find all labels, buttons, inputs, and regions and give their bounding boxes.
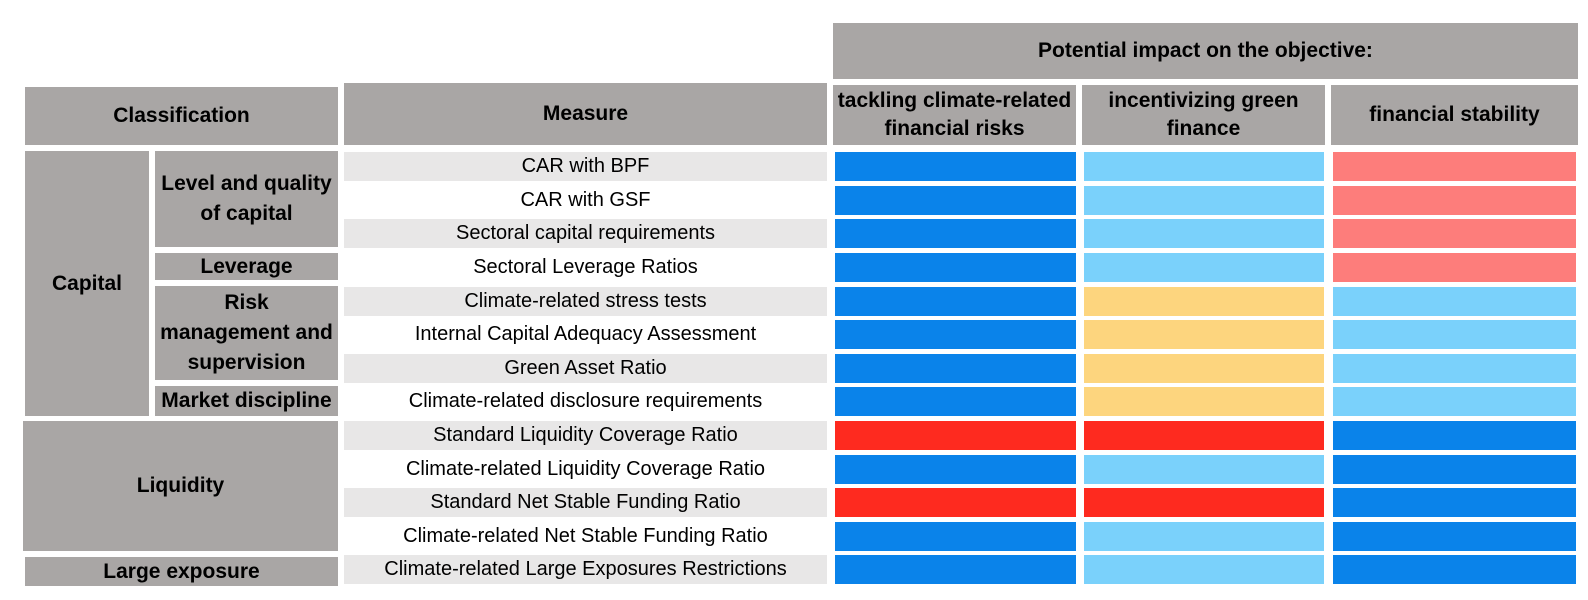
impact-bar-2: [1084, 287, 1324, 316]
risk-management-label: Risk management and supervision: [160, 291, 333, 374]
impact-bar-2: [1084, 320, 1324, 349]
impact-bar-1: [835, 152, 1076, 181]
classification-liquidity: Liquidity: [23, 421, 338, 551]
objective-1-label: tackling climate-related financial risks: [837, 89, 1072, 140]
impact-bar-2: [1084, 354, 1324, 383]
objective-3-label: financial stability: [1369, 103, 1540, 126]
measure-cell: Sectoral Leverage Ratios: [344, 253, 827, 282]
measure-cell: Climate-related stress tests: [344, 287, 827, 316]
impact-bar-1: [835, 320, 1076, 349]
impact-bar-3: [1333, 354, 1576, 383]
impact-bar-2: [1084, 455, 1324, 484]
impact-bar-3: [1333, 320, 1576, 349]
impact-bar-2: [1084, 253, 1324, 282]
measure-cell: Climate-related Net Stable Funding Ratio: [344, 522, 827, 551]
classification-leverage: Leverage: [155, 253, 338, 280]
potential-impact-label: Potential impact on the objective:: [1038, 39, 1373, 62]
impact-bar-3: [1333, 555, 1576, 584]
impact-bar-1: [835, 387, 1076, 416]
objective-3-header: financial stability: [1331, 85, 1578, 145]
impact-bar-2: [1084, 152, 1324, 181]
impact-bar-3: [1333, 455, 1576, 484]
liquidity-label: Liquidity: [136, 474, 225, 497]
impact-bar-1: [835, 522, 1076, 551]
measure-cell: Sectoral capital requirements: [344, 219, 827, 248]
measure-cell: Climate-related disclosure requirements: [344, 387, 827, 416]
impact-bar-3: [1333, 253, 1576, 282]
impact-bar-2: [1084, 555, 1324, 584]
objective-1-header: tackling climate-related financial risks: [833, 85, 1076, 145]
large-exposure-label: Large exposure: [103, 559, 260, 583]
measure-cell: Internal Capital Adequacy Assessment: [344, 320, 827, 349]
impact-bar-3: [1333, 387, 1576, 416]
objective-2-label: incentivizing green finance: [1108, 89, 1299, 140]
classification-header-label: Classification: [113, 104, 250, 127]
impact-bar-1: [835, 354, 1076, 383]
impact-bar-1: [835, 253, 1076, 282]
impact-bar-1: [835, 555, 1076, 584]
market-discipline-label: Market discipline: [161, 389, 332, 412]
classification-large-exposure: Large exposure: [25, 557, 338, 586]
impact-bar-3: [1333, 421, 1576, 450]
impact-bar-2: [1084, 421, 1324, 450]
classification-level-quality: Level and quality of capital: [155, 151, 338, 247]
impact-bar-3: [1333, 219, 1576, 248]
impact-bar-1: [835, 455, 1076, 484]
classification-risk-management: Risk management and supervision: [155, 286, 338, 380]
classification-capital: Capital: [25, 151, 149, 416]
capital-label: Capital: [51, 271, 122, 295]
impact-bar-1: [835, 186, 1076, 215]
impact-bar-1: [835, 488, 1076, 517]
impact-bar-1: [835, 287, 1076, 316]
measure-header-label: Measure: [542, 102, 629, 125]
measure-cell: CAR with GSF: [344, 186, 827, 215]
impact-bar-2: [1084, 387, 1324, 416]
potential-impact-header: Potential impact on the objective:: [833, 23, 1578, 79]
impact-bar-2: [1084, 488, 1324, 517]
measure-header: Measure: [344, 83, 827, 145]
impact-bar-2: [1084, 522, 1324, 551]
impact-bar-3: [1333, 488, 1576, 517]
measure-cell: Green Asset Ratio: [344, 354, 827, 383]
measure-cell: Climate-related Large Exposures Restrict…: [344, 555, 827, 584]
impact-bar-3: [1333, 152, 1576, 181]
impact-bar-1: [835, 421, 1076, 450]
measure-cell: Standard Liquidity Coverage Ratio: [344, 421, 827, 450]
impact-bar-3: [1333, 287, 1576, 316]
impact-bar-3: [1333, 522, 1576, 551]
classification-header: Classification: [25, 87, 338, 145]
impact-bar-1: [835, 219, 1076, 248]
classification-market-discipline: Market discipline: [155, 386, 338, 416]
leverage-label: Leverage: [200, 254, 293, 278]
measure-cell: Standard Net Stable Funding Ratio: [344, 488, 827, 517]
measure-cell: CAR with BPF: [344, 152, 827, 181]
impact-bar-3: [1333, 186, 1576, 215]
objective-2-header: incentivizing green finance: [1082, 85, 1325, 145]
measure-cell: Climate-related Liquidity Coverage Ratio: [344, 455, 827, 484]
impact-bar-2: [1084, 219, 1324, 248]
impact-bar-2: [1084, 186, 1324, 215]
level-quality-label: Level and quality of capital: [161, 172, 332, 225]
